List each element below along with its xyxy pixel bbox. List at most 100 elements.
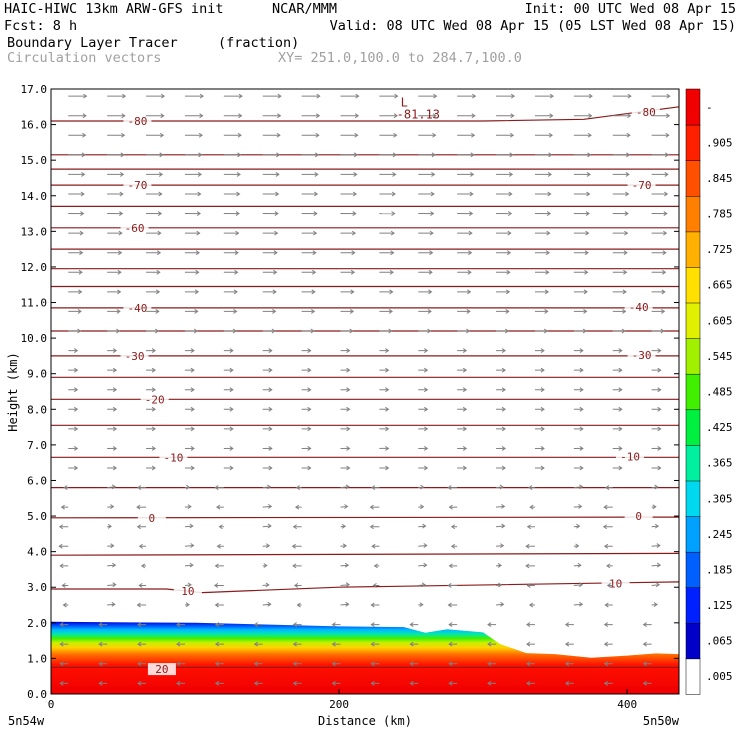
vector-arrowhead [112, 367, 118, 373]
vector-arrowhead [579, 446, 584, 451]
vector-arrowhead [110, 543, 115, 549]
y-tick-label: 4.0 [27, 546, 47, 559]
contour-label-bg [159, 451, 188, 464]
vector-arrowhead [311, 289, 316, 295]
vector-arrowhead [185, 602, 190, 608]
vector-arrowhead [159, 132, 165, 138]
vector-arrowhead [268, 446, 273, 451]
vector-arrowhead [507, 230, 512, 236]
vector-arrowhead [112, 562, 117, 568]
colorbar-swatch [685, 231, 701, 268]
vector-arrowhead [158, 171, 164, 177]
vector-arrowhead [176, 641, 181, 647]
vector-arrowhead [277, 113, 282, 119]
vector-arrowhead [151, 387, 156, 393]
vector-arrowhead [229, 348, 234, 353]
vector-arrowhead [112, 465, 118, 471]
contour-line [51, 581, 679, 594]
vector-arrowhead [80, 211, 85, 216]
vector-arrowhead [112, 446, 118, 451]
vector-arrowhead [525, 543, 530, 549]
vector-arrowhead [307, 446, 312, 451]
vector-arrowhead [121, 132, 126, 138]
vector-arrowhead [487, 641, 492, 647]
vector-arrowhead [420, 484, 425, 490]
vector-arrowhead [564, 641, 570, 647]
vector-arrowhead [176, 622, 181, 628]
contour-label-bg [616, 450, 645, 463]
vector-arrowhead [81, 152, 86, 158]
vector-arrowhead [233, 289, 238, 295]
vector-arrowhead [268, 406, 273, 412]
vector-arrowhead [138, 543, 143, 549]
right-endpoint-label: 5n50w [643, 714, 680, 728]
vector-arrowhead [157, 211, 163, 216]
vector-arrowhead [448, 641, 453, 647]
vector-arrowhead [346, 465, 351, 471]
vector-arrowhead [470, 171, 475, 177]
vector-arrowhead [579, 601, 584, 607]
vector-arrowhead [501, 503, 506, 509]
vector-arrowhead [579, 387, 584, 393]
contour-label: 10 [181, 585, 194, 598]
vector-arrowhead [369, 524, 374, 530]
circulation-vector [651, 545, 660, 547]
vector-arrowhead [469, 211, 474, 216]
vector-arrowhead [370, 622, 375, 628]
contour-label-bg [173, 584, 202, 597]
vector-arrowhead [501, 523, 506, 529]
vector-arrowhead [579, 406, 584, 412]
vector-arrowhead [526, 680, 531, 686]
vector-arrowhead [501, 406, 506, 412]
circulation-vector [340, 584, 350, 586]
circulation-vector [340, 564, 349, 567]
vector-arrowhead [214, 641, 220, 647]
contour-label-bg [601, 577, 630, 590]
vector-arrowhead [618, 406, 623, 412]
colorbar-swatch [685, 195, 701, 233]
vector-arrowhead [369, 504, 374, 510]
vector-arrowhead [540, 446, 545, 451]
circulation-vector [496, 486, 503, 489]
left-endpoint-label: 5n54w [8, 714, 45, 728]
vector-arrowhead [471, 113, 476, 119]
colorbar-swatch [685, 373, 701, 411]
vector-arrowhead [194, 289, 200, 295]
vector-arrowhead [292, 641, 297, 647]
x-axis-label: Distance (km) [318, 714, 412, 728]
vector-arrowhead [313, 191, 319, 197]
vector-arrowhead [602, 524, 608, 530]
vector-arrowhead [603, 641, 609, 647]
vector-arrowhead [642, 641, 647, 647]
vector-arrowhead [540, 387, 545, 393]
organization-label: NCAR/MMM [272, 1, 338, 17]
vector-arrowhead [117, 289, 122, 295]
circulation-vector [184, 525, 193, 528]
vector-arrowhead [540, 465, 545, 471]
vector-arrowhead [506, 269, 511, 275]
vector-arrowhead [112, 406, 118, 412]
circulation-vector [262, 486, 271, 489]
vector-arrowhead [352, 211, 357, 216]
vector-arrowhead [345, 601, 350, 607]
colorbar-label: .605 [706, 314, 733, 327]
y-tick-label: 11.0 [21, 297, 48, 310]
vector-arrowhead [501, 367, 506, 373]
vector-arrowhead [603, 680, 609, 686]
vector-arrowhead [78, 289, 83, 295]
plot-frame [50, 88, 680, 695]
vector-arrowhead [118, 250, 123, 256]
colorbar-swatch [685, 586, 701, 624]
contour-label-bg [631, 106, 660, 119]
vector-arrowhead [393, 113, 398, 119]
vector-arrowhead [119, 211, 124, 216]
vector-arrowhead [510, 93, 516, 99]
vector-arrowhead [345, 484, 350, 490]
vector-arrowhead [154, 328, 160, 334]
vector-arrowhead [409, 680, 414, 686]
vector-arrowhead [501, 348, 506, 353]
vector-arrowhead [448, 622, 453, 628]
colorbar-label: .545 [706, 350, 733, 363]
vector-arrowhead [505, 309, 510, 314]
vector-arrowhead [59, 622, 64, 628]
